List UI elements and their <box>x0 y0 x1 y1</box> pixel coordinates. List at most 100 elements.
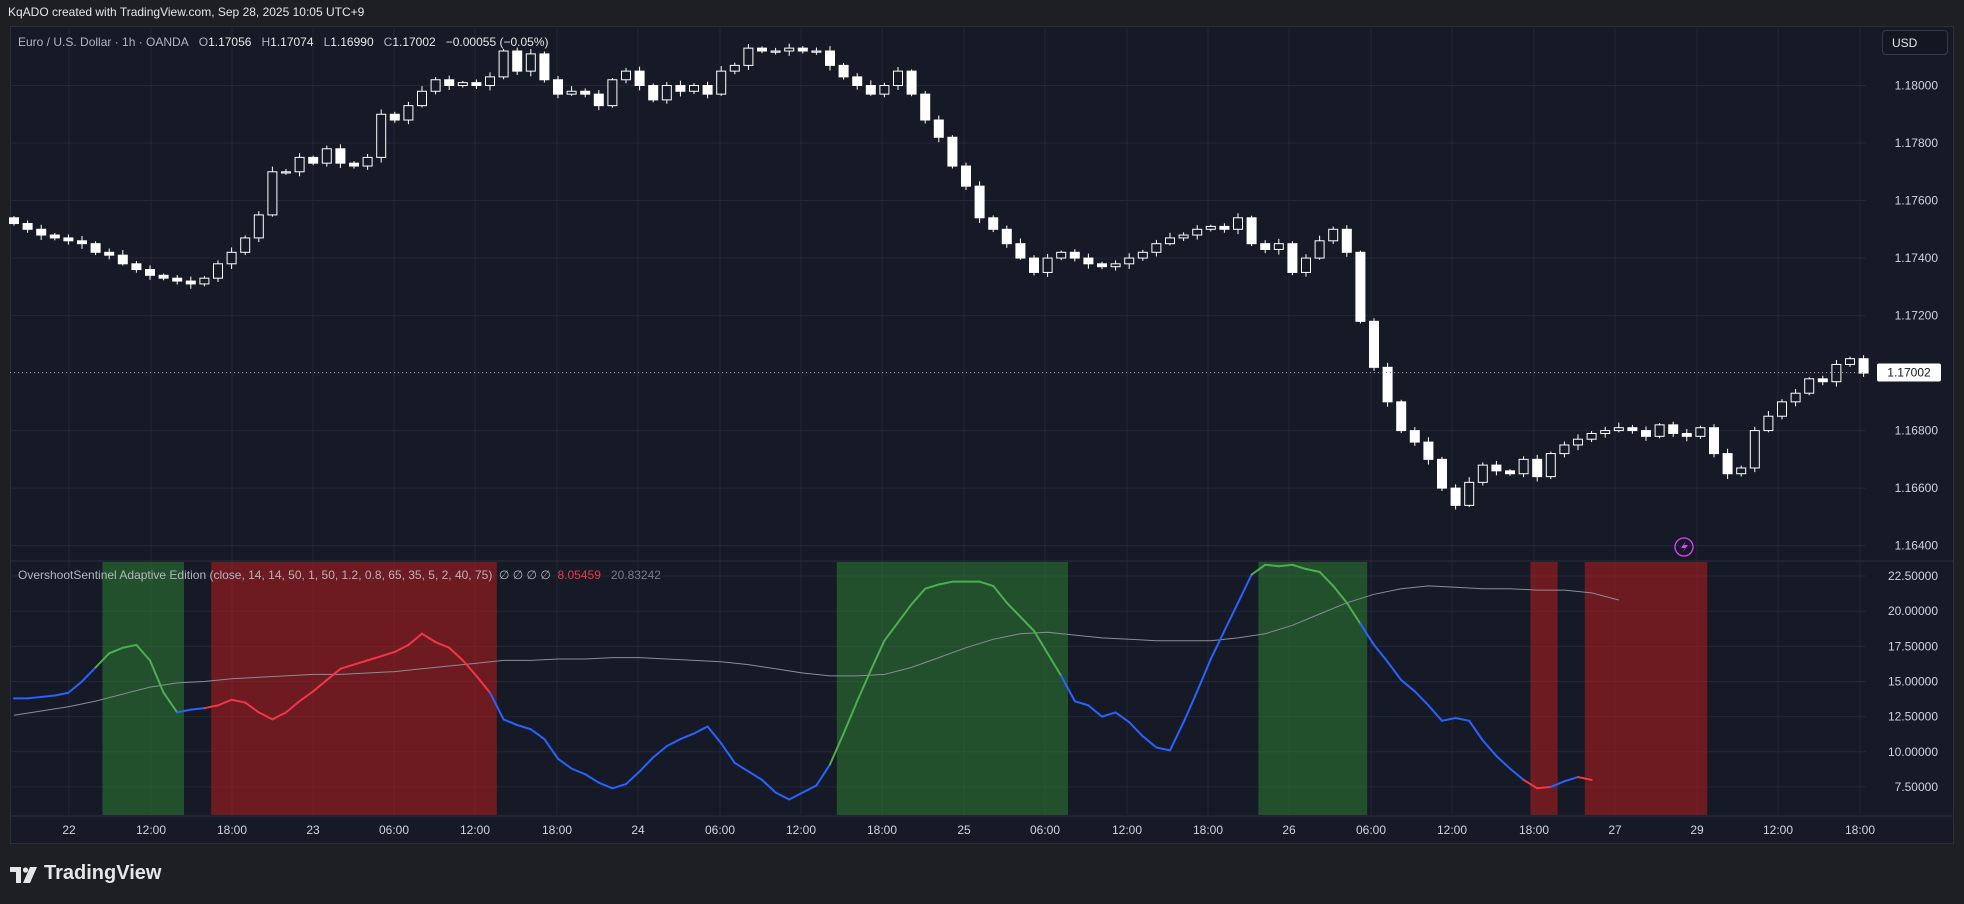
osc-line-segment <box>801 784 818 794</box>
osc-line-segment <box>1577 776 1593 781</box>
candle-body <box>1709 427 1719 455</box>
osc-line-segment <box>1087 704 1103 718</box>
symbol-description[interactable]: Euro / U.S. Dollar · 1h · OANDA <box>18 35 189 49</box>
tradingview-logo-icon <box>10 866 38 883</box>
osc-line-segment <box>407 632 423 646</box>
osc-line-segment <box>693 725 709 735</box>
candle-body <box>988 217 999 230</box>
open-label: O <box>198 35 209 49</box>
osc-line-segment <box>1033 629 1049 655</box>
candle-body <box>321 148 332 164</box>
osc-line-segment <box>856 669 872 703</box>
osc-line-segment <box>366 655 383 662</box>
low-value: 1.16990 <box>330 35 374 49</box>
x-tick-label: 18:00 <box>1845 823 1875 837</box>
candle-body <box>1777 401 1787 417</box>
osc-tick-label: 10.00000 <box>1888 745 1938 759</box>
x-tick-label: 18:00 <box>542 823 572 837</box>
candle-body <box>1491 464 1502 472</box>
candle-body <box>1464 481 1475 506</box>
osc-line-segment <box>1196 657 1212 693</box>
candle-body <box>1858 358 1869 374</box>
candle-body <box>104 251 115 256</box>
candle-body <box>825 50 835 66</box>
price-legend[interactable]: Euro / U.S. Dollar · 1h · OANDA O1.17056… <box>18 35 548 49</box>
osc-line-segment <box>1250 563 1267 576</box>
price-tick-label: 1.17400 <box>1895 251 1939 265</box>
candle-body <box>63 237 74 242</box>
osc-line-segment <box>1060 674 1076 703</box>
osc-line-segment <box>910 587 927 606</box>
candle-body <box>281 171 291 174</box>
low-label: L <box>323 35 331 49</box>
osc-line-segment <box>516 724 532 731</box>
osc-line-segment <box>94 652 111 669</box>
candle-body <box>1817 378 1828 383</box>
osc-line-segment <box>67 680 83 694</box>
osc-line-segment <box>625 770 641 786</box>
indicator-name[interactable]: OvershootSentinel Adaptive Edition (clos… <box>18 568 493 582</box>
candle-body <box>1097 263 1107 268</box>
close-label: C <box>383 35 393 49</box>
x-tick-label: 12:00 <box>1437 823 1467 837</box>
candle-body <box>716 70 727 95</box>
high-value: 1.17074 <box>270 35 314 49</box>
osc-line-segment <box>1413 690 1430 707</box>
candle-body <box>1165 237 1175 245</box>
osc-line-segment <box>1141 735 1158 749</box>
candle-body <box>90 243 101 253</box>
candle-body <box>1314 240 1325 259</box>
osc-line-segment <box>978 580 995 587</box>
osc-tick-label: 22.50000 <box>1888 569 1938 583</box>
candle-body <box>1341 228 1352 253</box>
x-tick-label: 27 <box>1608 823 1622 837</box>
osc-line-segment <box>924 583 940 590</box>
candle-body <box>1532 458 1543 478</box>
candle-body <box>145 269 155 276</box>
candle-body <box>593 93 604 107</box>
osc-line-segment <box>529 728 546 741</box>
candle-body <box>729 64 740 72</box>
candle-body <box>566 90 577 95</box>
candle-body <box>430 79 441 92</box>
candle-body <box>1015 243 1026 259</box>
candle-body <box>797 47 808 52</box>
osc-line-segment <box>421 632 437 644</box>
candle-body <box>1205 225 1216 230</box>
candle-body <box>1450 487 1461 506</box>
osc-line-segment <box>1509 767 1525 781</box>
osc-line-segment <box>81 666 97 683</box>
candle-body <box>226 251 237 265</box>
tradingview-logo[interactable]: TradingView <box>10 862 161 885</box>
osc-line-segment <box>842 700 859 735</box>
candle-body <box>444 79 455 87</box>
osc-line-segment <box>1454 717 1471 722</box>
candle-body <box>1845 358 1855 365</box>
bear-zone <box>211 562 497 815</box>
candle-body <box>158 274 169 279</box>
candle-body <box>1382 366 1393 403</box>
osc-line-segment <box>611 783 627 790</box>
candle-body <box>335 148 346 164</box>
candle-body <box>267 171 278 216</box>
osc-line-segment <box>1563 776 1579 783</box>
candle-body <box>1029 257 1039 273</box>
osc-line-segment <box>298 690 315 703</box>
osc-line-segment <box>1549 780 1566 788</box>
x-tick-label: 06:00 <box>705 823 735 837</box>
osc-line-segment <box>652 745 668 759</box>
osc-line-segment <box>1400 679 1416 693</box>
candle-body <box>675 85 686 92</box>
indicator-legend[interactable]: OvershootSentinel Adaptive Edition (clos… <box>18 568 661 582</box>
osc-tick-label: 7.50000 <box>1895 780 1939 794</box>
x-tick-label: 18:00 <box>1193 823 1223 837</box>
osc-line-segment <box>475 674 491 694</box>
candle-body <box>1790 392 1801 403</box>
osc-line-segment <box>543 738 559 760</box>
osc-line-segment <box>1073 700 1090 707</box>
x-tick-label: 26 <box>1282 823 1296 837</box>
osc-line-segment <box>937 580 954 586</box>
currency-button[interactable]: USD <box>1882 30 1948 55</box>
osc-line-segment <box>897 603 913 624</box>
